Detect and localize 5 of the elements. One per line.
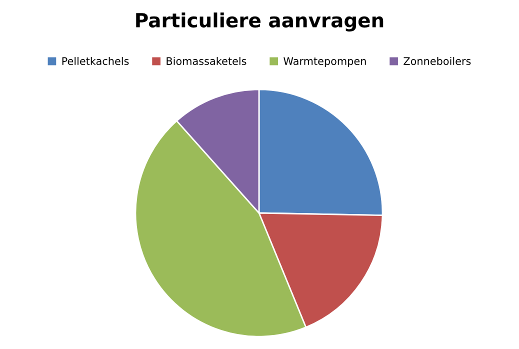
chart-title: Particuliere aanvragen — [136, 12, 384, 32]
legend-label: Warmtepompen — [284, 57, 366, 68]
legend-label: Pelletkachels — [62, 56, 129, 66]
legend-label: Biomassaketels — [166, 56, 246, 66]
legend-label: Zonneboilers — [404, 56, 471, 66]
